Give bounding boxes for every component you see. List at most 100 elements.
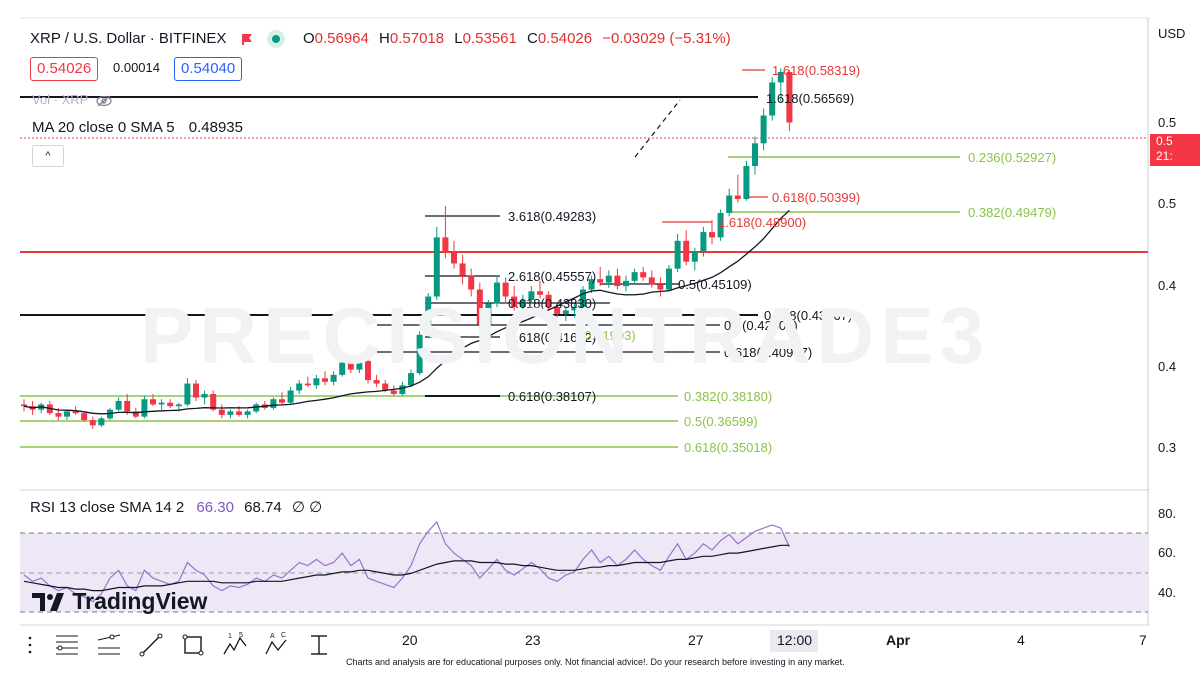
- low-value: 0.53561: [462, 30, 517, 47]
- candle-body: [373, 380, 380, 384]
- candle-body: [674, 240, 681, 269]
- candle-body: [683, 240, 690, 262]
- candle-body: [304, 383, 311, 386]
- x-tick-23: 23: [525, 632, 541, 648]
- candle-body: [253, 404, 260, 412]
- candle-body: [72, 411, 79, 414]
- close-key: C: [527, 30, 538, 47]
- candle-body: [201, 394, 208, 398]
- volume-legend[interactable]: Vol · XRP: [32, 92, 112, 107]
- ma-legend[interactable]: MA 20 close 0 SMA 5 0.48935: [32, 119, 243, 136]
- menu-icon[interactable]: [24, 632, 50, 658]
- watermark: PRECISIONTRADE3: [140, 291, 991, 380]
- candle-body: [494, 282, 500, 304]
- ma-line: [23, 209, 790, 415]
- fib-label: 0.5(0.42506): [724, 318, 798, 333]
- symbol-title[interactable]: XRP / U.S. Dollar · BITFINEX: [30, 30, 227, 47]
- candle-body: [597, 279, 604, 283]
- trend-line-icon[interactable]: [96, 632, 122, 658]
- rsi-tick-80: 80.: [1158, 506, 1176, 521]
- candle-body: [279, 399, 285, 403]
- candle-body: [408, 373, 414, 386]
- candle-body: [580, 289, 586, 307]
- rsi-legend[interactable]: RSI 13 close SMA 14 2 66.30 68.74 ∅ ∅: [30, 498, 322, 516]
- rectangle-icon[interactable]: [180, 632, 206, 658]
- candle-body: [743, 165, 750, 200]
- measure-icon[interactable]: [306, 632, 332, 658]
- fib-label: 0.618(0.43167): [764, 308, 852, 323]
- candle-body: [433, 237, 440, 297]
- collapse-legend-button[interactable]: ^: [32, 145, 64, 167]
- x-tick-apr: Apr: [886, 632, 911, 648]
- fib-label: 0.618(0.43830): [508, 296, 596, 311]
- currency-label[interactable]: USD: [1158, 26, 1186, 41]
- x-tick-1200: 12:00: [777, 632, 812, 648]
- candle-body: [666, 268, 672, 290]
- candle-body: [442, 237, 449, 252]
- ma-value: 0.48935: [188, 119, 243, 136]
- rsi-tick-40: 40.: [1158, 585, 1176, 600]
- candle-body: [339, 362, 346, 375]
- candle-body: [752, 143, 758, 166]
- fib-labels: 1.618(0.58319) 1.618(0.56569) 0.236(0.5292…: [508, 63, 1056, 455]
- candle-body: [382, 383, 389, 391]
- candle-body: [657, 284, 664, 290]
- candle-body: [287, 390, 294, 403]
- dashed-projection: [634, 99, 681, 158]
- candle-body: [313, 378, 320, 386]
- y-tick-2: 0.5: [1158, 196, 1176, 211]
- fib-label: 0.618(0.40907): [724, 345, 812, 360]
- fib-label: 1.618(0.41632): [508, 330, 596, 345]
- ray-line-icon[interactable]: [138, 632, 164, 658]
- y-tick-3: 0.4: [1158, 278, 1176, 293]
- spread-value: 0.00014: [113, 60, 160, 75]
- candle-body: [416, 334, 423, 374]
- node-line-icon[interactable]: [54, 632, 80, 658]
- last-price-tag: 0.5 21:: [1150, 134, 1200, 166]
- x-tick-4: 4: [1017, 632, 1025, 648]
- candle-body: [709, 232, 715, 238]
- fib-label: 0.5(0.36599): [684, 414, 758, 429]
- rsi-sma-line: [23, 544, 790, 592]
- candle-body: [769, 82, 776, 116]
- fib-label: 0.236(0.52927): [968, 150, 1056, 165]
- candle-body: [640, 272, 647, 278]
- candle-body: [605, 275, 612, 283]
- candle-body: [236, 411, 242, 415]
- candle-body: [98, 418, 105, 426]
- x-tick-highlight: [770, 630, 818, 652]
- candle-body: [322, 378, 328, 382]
- high-value: 0.57018: [389, 30, 445, 47]
- candle-body: [356, 360, 363, 370]
- candle-body: [210, 394, 217, 410]
- candle-body: [554, 306, 561, 314]
- candle-body: [296, 383, 303, 391]
- candle-body: [562, 310, 569, 314]
- flag-icon[interactable]: [241, 33, 253, 46]
- rsi-sma-value: 68.74: [244, 499, 282, 516]
- fib-label: 1.618(0.48900): [718, 215, 806, 230]
- candle-body: [115, 400, 122, 410]
- candle-body: [760, 115, 767, 144]
- close-value: 0.54026: [537, 30, 593, 47]
- rsi-na-values: ∅ ∅: [291, 499, 323, 516]
- open-key: O: [302, 30, 315, 47]
- rsi-line: [23, 520, 790, 603]
- x-tick-20: 20: [402, 632, 418, 648]
- candle-body: [399, 385, 406, 394]
- sell-price-box[interactable]: 0.54026: [30, 57, 99, 81]
- last-price-countdown: 21:: [1156, 149, 1173, 163]
- fib-label: 3.618(0.49283): [508, 209, 596, 224]
- drawings: [20, 69, 1148, 448]
- candle-body: [468, 275, 475, 290]
- x-tick-27: 27: [688, 632, 704, 648]
- buy-price-box[interactable]: 0.54040: [174, 57, 243, 81]
- tradingview-logo[interactable]: TradingView: [32, 588, 207, 615]
- last-price-value: 0.5: [1156, 134, 1173, 148]
- candle-body: [347, 362, 354, 370]
- eye-hidden-icon[interactable]: [96, 95, 112, 107]
- candle-body: [64, 411, 70, 417]
